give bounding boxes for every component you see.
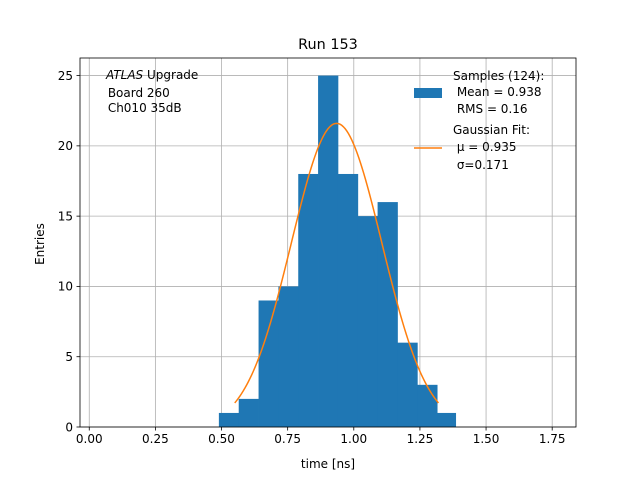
histogram-bar [357,216,378,427]
histogram-bar [397,342,418,427]
y-tick-label: 0 [65,420,73,434]
gaussian-fit-curve [234,122,440,404]
axis-ticks: 0.00 0.25 0.50 0.75 1.00 1.25 1.50 1.75 0 5 10 15 20… [58,69,566,446]
histogram-bar [298,173,319,427]
legend-samples-swatch [414,88,442,98]
histogram-bar [377,202,398,427]
histogram-bars [218,75,457,428]
x-tick-label: 0.75 [274,432,301,446]
y-tick-label: 25 [58,69,73,83]
annotation-line-3: Ch010 35dB [104,101,182,115]
histogram-bar [337,173,359,427]
histogram-bar [437,412,457,427]
histogram-bar [278,286,299,427]
y-tick-label: 10 [58,280,73,294]
x-tick-label: 1.75 [539,432,566,446]
annotation-line-1: ATLAS Upgrade [105,68,198,82]
x-tick-label: 0.50 [208,432,235,446]
atlas-annotation: ATLAS Upgrade Board 260 Ch010 35dB [104,68,198,115]
x-tick-label: 1.00 [340,432,367,446]
gaussian-fit [234,122,440,404]
annotation-line-2: Board 260 [104,86,170,100]
annotation-italic: ATLAS [105,68,144,82]
legend-fit-mu: μ = 0.935 [453,140,517,154]
histogram-bar [417,384,438,427]
annotation-upgrade: Upgrade [143,68,198,82]
histogram-bar [218,412,240,427]
x-tick-label: 0.00 [76,432,103,446]
legend: Samples (124): Mean = 0.938 RMS = 0.16 G… [414,69,544,172]
y-axis-label: Entries [33,223,47,265]
x-tick-label: 0.25 [142,432,169,446]
chart-title: Run 153 [298,37,358,53]
x-axis-label: time [ns] [301,457,355,471]
legend-fit-title: Gaussian Fit: [453,123,530,137]
legend-samples-rms: RMS = 0.16 [453,102,528,116]
histogram-bar [238,398,259,427]
legend-samples-mean: Mean = 0.938 [453,85,542,99]
y-tick-label: 20 [58,139,73,153]
histogram-bar [258,300,279,427]
y-tick-label: 5 [65,350,73,364]
x-tick-label: 1.25 [407,432,434,446]
legend-fit-sigma: σ=0.171 [453,158,509,172]
x-tick-label: 1.50 [473,432,500,446]
axes-frame [79,57,577,428]
legend-samples-title: Samples (124): [453,69,544,83]
y-tick-label: 15 [58,209,73,223]
histogram-bar [318,75,339,428]
